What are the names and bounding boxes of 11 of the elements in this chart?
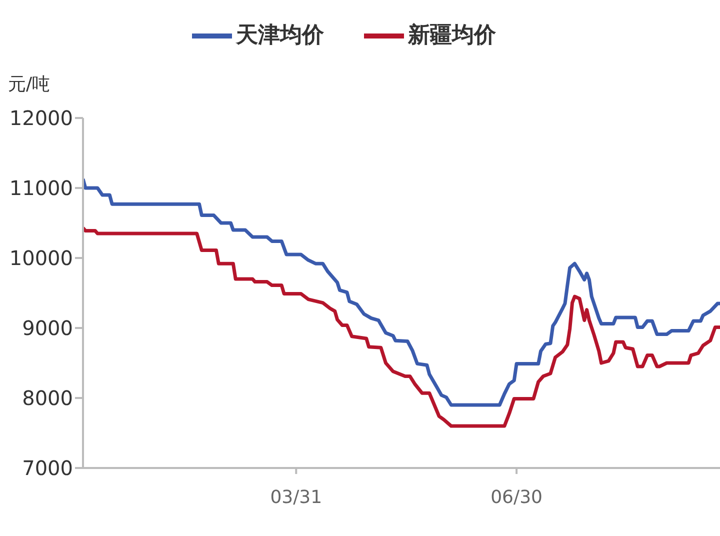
- legend-label: 新疆均价: [408, 23, 496, 48]
- y-tick-label: 8000: [22, 386, 73, 410]
- x-tick-label: 06/30: [490, 486, 542, 508]
- y-tick-label: 12000: [9, 106, 73, 130]
- legend-label: 天津均价: [236, 23, 324, 48]
- y-axis-title: 元/吨: [8, 73, 50, 96]
- y-tick-label: 9000: [22, 316, 73, 340]
- y-tick-label: 11000: [9, 176, 73, 200]
- x-tick-label: 03/31: [270, 486, 322, 508]
- y-tick-label: 10000: [9, 246, 73, 270]
- y-tick-label: 7000: [22, 456, 73, 480]
